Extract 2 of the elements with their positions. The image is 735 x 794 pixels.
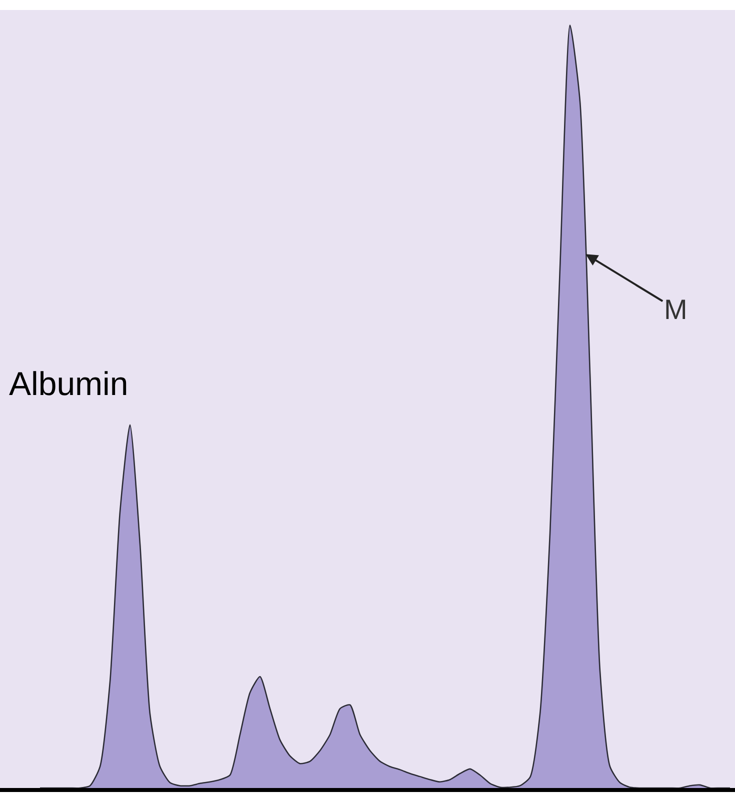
annotation: M <box>664 294 688 325</box>
annotation: Albumin <box>9 365 128 402</box>
